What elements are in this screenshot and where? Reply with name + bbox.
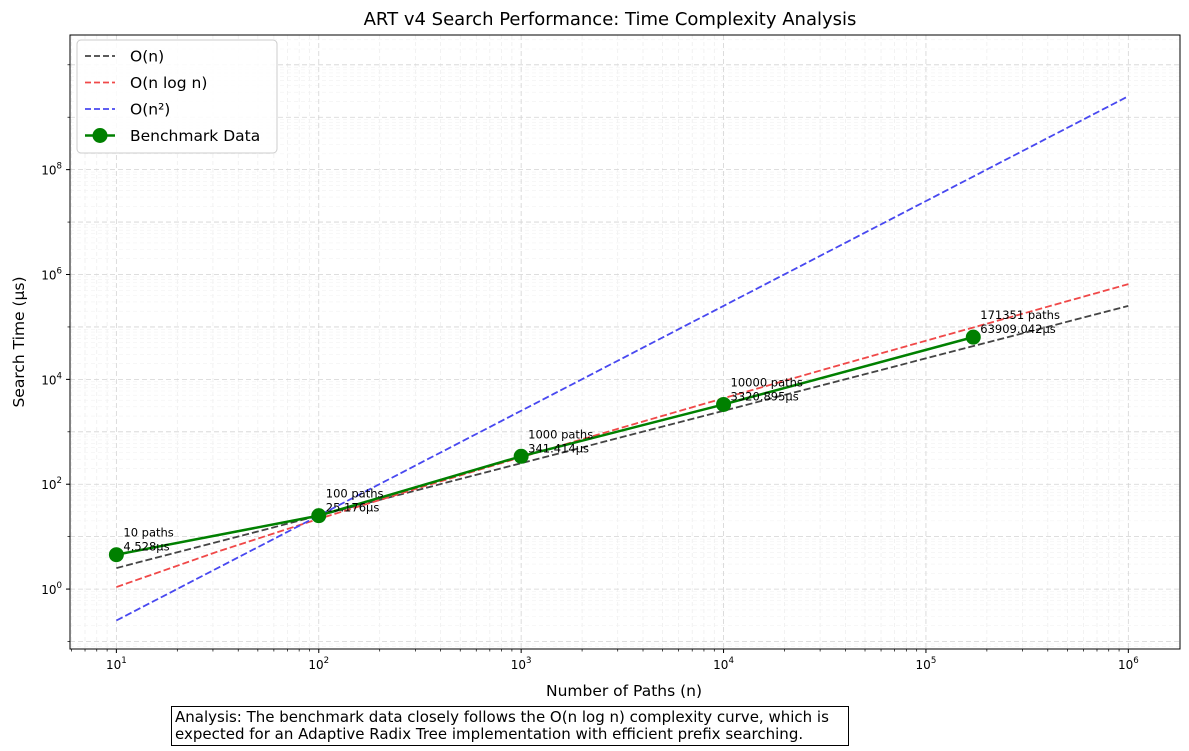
- data-point: [311, 508, 327, 524]
- analysis-note: Analysis: The benchmark data closely fol…: [171, 706, 849, 746]
- x-tick-label: 104: [713, 656, 734, 672]
- tick-layer: 101 102 103 104 105 106 100 102 104 106 108: [41, 64, 1139, 672]
- series-layer: [108, 95, 1129, 622]
- series-line-o-n: [116, 305, 1129, 569]
- legend-label: O(n): [130, 48, 164, 66]
- data-point: [965, 329, 981, 345]
- legend-marker: [92, 128, 108, 143]
- y-tick-label: 106: [41, 267, 62, 283]
- axes-frame: [69, 34, 1181, 650]
- data-label: 100 paths 25.176µs: [326, 487, 384, 515]
- data-label: 1000 paths 341.414µs: [528, 427, 593, 455]
- analysis-note-line-1: Analysis: The benchmark data closely fol…: [175, 708, 829, 726]
- y-axis-label: Search Time (µs): [10, 276, 28, 407]
- legend-label: O(n²): [130, 101, 170, 119]
- legend-box: [76, 39, 278, 154]
- data-point: [513, 448, 529, 464]
- y-tick-label: 108: [41, 162, 62, 178]
- data-label: 10 paths 4.528µs: [123, 526, 173, 554]
- x-tick-label: 106: [1118, 656, 1139, 672]
- x-axis-label: Number of Paths (n): [546, 682, 702, 700]
- annotation-layer: 10 paths 4.528µs 100 paths 25.176µs 1000 pat…: [123, 308, 1060, 554]
- major-grid: [70, 35, 1180, 649]
- x-tick-label: 105: [916, 656, 937, 672]
- data-label: 10000 paths 3320.895µs: [731, 375, 803, 403]
- series-line-o-n-log-n: [116, 283, 1129, 588]
- legend-label: O(n log n): [130, 74, 207, 92]
- y-tick-label: 104: [41, 371, 62, 387]
- analysis-note-line-2: expected for an Adaptive Radix Tree impl…: [175, 725, 804, 743]
- y-tick-label: 100: [41, 581, 62, 597]
- data-point: [716, 396, 732, 412]
- data-label: 171351 paths 63909.042µs: [980, 308, 1060, 336]
- legend-label: Benchmark Data: [130, 127, 260, 145]
- x-tick-label: 101: [106, 656, 127, 672]
- data-point: [108, 547, 124, 563]
- x-tick-label: 102: [308, 656, 329, 672]
- minor-grid: [70, 35, 1180, 649]
- chart-title: ART v4 Search Performance: Time Complexi…: [364, 9, 857, 30]
- x-tick-label: 103: [511, 656, 532, 672]
- legend: O(n) O(n log n) O(n²) Benchmark Data: [76, 39, 278, 154]
- y-tick-label: 102: [41, 476, 62, 492]
